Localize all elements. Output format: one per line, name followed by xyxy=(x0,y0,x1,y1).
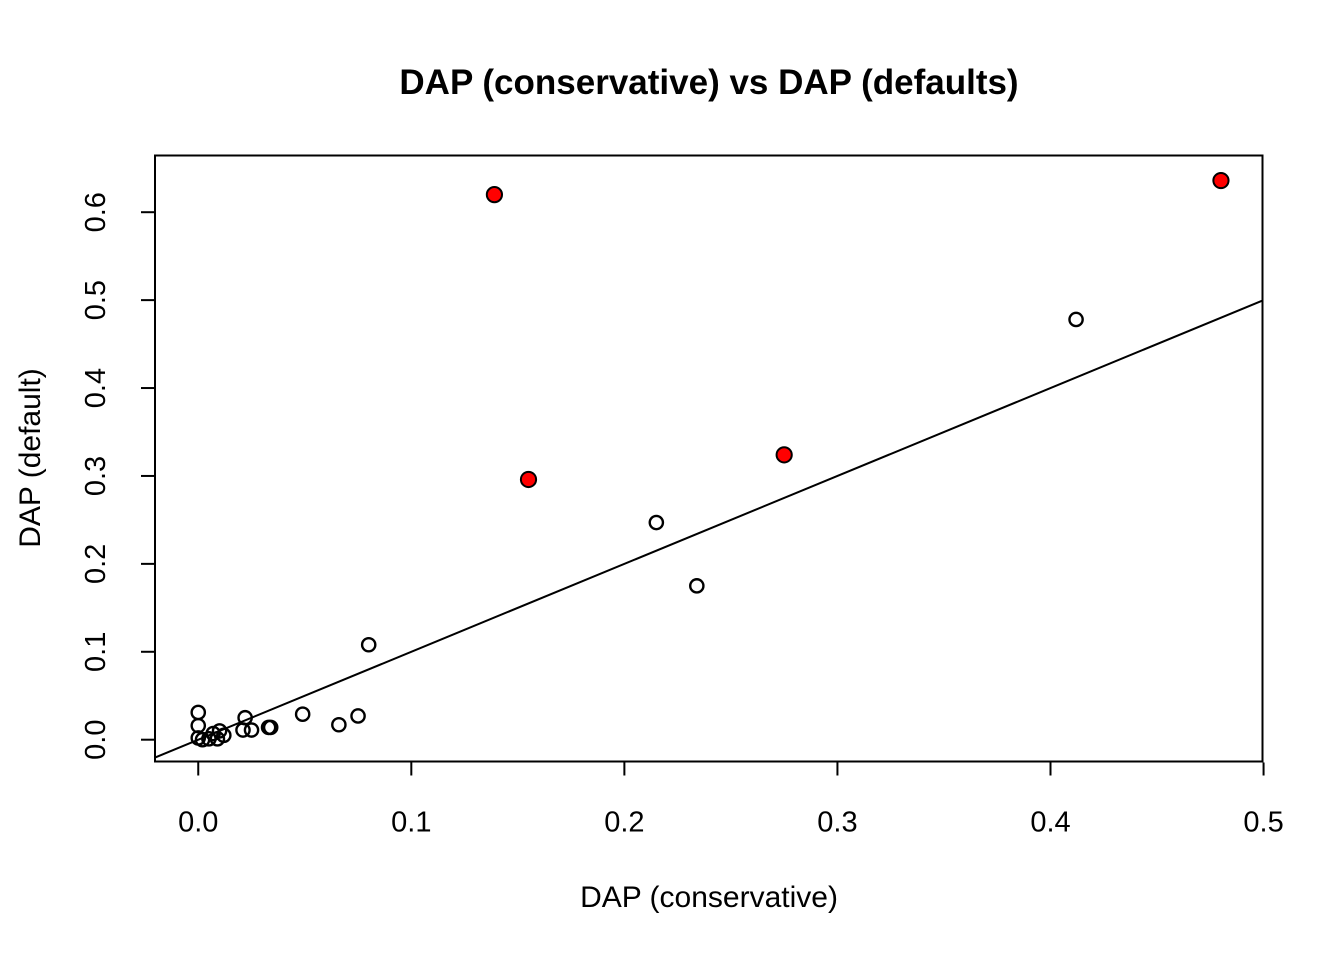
x-tick-label: 0.1 xyxy=(391,807,431,839)
data-point xyxy=(243,722,260,738)
data-point xyxy=(294,706,311,723)
data-point xyxy=(211,723,228,739)
plot-box xyxy=(154,154,1264,763)
y-tick-label: 0.1 xyxy=(80,632,112,672)
data-point xyxy=(216,727,232,744)
x-tick-label: 0.0 xyxy=(178,807,218,839)
data-point xyxy=(360,636,377,653)
data-point xyxy=(190,704,207,721)
data-point xyxy=(262,719,279,736)
y-tick-label: 0.6 xyxy=(80,192,112,232)
plot-title: DAP (conservative) vs DAP (defaults) xyxy=(399,63,1019,102)
x-tick-label: 0.3 xyxy=(817,807,857,839)
data-point xyxy=(235,722,251,738)
highlighted-data-point xyxy=(485,186,504,204)
y-tick-label: 0.5 xyxy=(80,280,112,320)
y-tick-label: 0.3 xyxy=(80,456,112,496)
identity-reference-line xyxy=(154,299,1263,759)
y-tick-label: 0.0 xyxy=(80,720,112,760)
highlighted-data-point xyxy=(519,470,538,489)
x-tick-label: 0.4 xyxy=(1030,807,1070,839)
x-tick-label: 0.5 xyxy=(1243,807,1283,839)
y-tick-label: 0.2 xyxy=(80,544,112,584)
y-axis-title: DAP (default) xyxy=(14,368,47,548)
data-point xyxy=(648,514,665,531)
y-tick-label: 0.4 xyxy=(80,368,112,408)
data-point xyxy=(1068,311,1084,328)
data-point xyxy=(689,578,705,594)
x-axis-title: DAP (conservative) xyxy=(580,881,838,914)
highlighted-data-point xyxy=(775,446,793,464)
data-point xyxy=(331,716,347,733)
x-tick-label: 0.2 xyxy=(604,807,644,839)
data-point xyxy=(350,708,366,724)
highlighted-data-point xyxy=(1212,171,1230,190)
